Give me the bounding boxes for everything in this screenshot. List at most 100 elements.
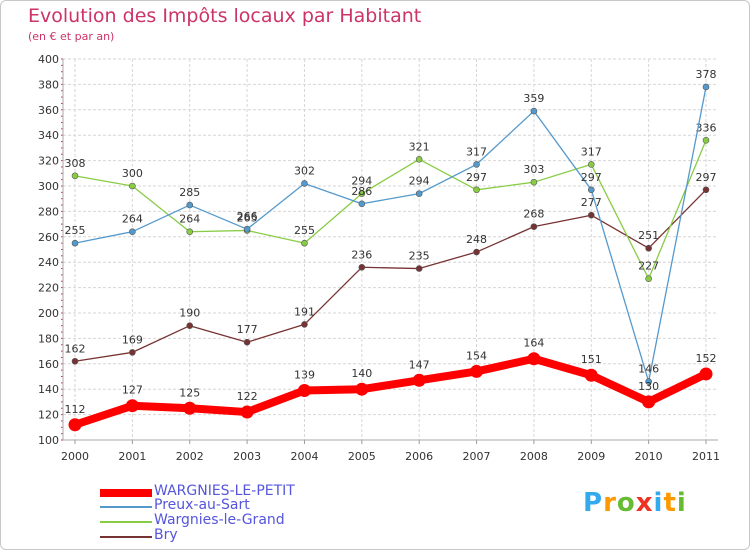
data-point (301, 180, 308, 187)
y-tick-label: 160 (38, 358, 59, 371)
data-label: 147 (409, 358, 430, 371)
y-tick-label: 340 (38, 129, 59, 142)
data-label: 336 (696, 121, 717, 134)
data-label: 300 (122, 167, 143, 180)
data-label: 127 (122, 384, 143, 397)
data-label: 154 (466, 349, 487, 362)
data-label: 277 (581, 196, 602, 209)
data-point (645, 244, 652, 252)
legend-label: Bry (154, 527, 178, 543)
data-point (470, 364, 484, 378)
legend-label: Preux-au-Sart (154, 497, 250, 513)
data-point (699, 367, 713, 381)
data-label: 122 (237, 390, 258, 403)
data-label: 297 (696, 171, 717, 184)
y-tick-label: 120 (38, 409, 59, 422)
legend-swatch (100, 489, 152, 497)
x-tick-label: 2006 (405, 450, 433, 463)
y-tick-label: 200 (38, 307, 59, 320)
data-label: 130 (638, 380, 659, 393)
data-point (584, 368, 598, 382)
data-point (702, 136, 710, 144)
data-label: 255 (65, 224, 86, 237)
data-label: 285 (179, 186, 200, 199)
data-point (530, 107, 538, 115)
y-tick-label: 320 (38, 155, 59, 168)
data-label: 268 (523, 208, 544, 221)
x-tick-label: 2003 (233, 450, 261, 463)
data-label: 359 (523, 92, 544, 105)
data-label: 264 (179, 213, 200, 226)
logo-letter: r (603, 488, 617, 518)
data-label: 140 (351, 367, 372, 380)
data-point (587, 161, 595, 168)
chart-title: Evolution des Impôts locaux par Habitant (28, 5, 422, 27)
data-point (297, 383, 311, 397)
data-point (301, 321, 308, 328)
chart-subtitle: (en € et par an) (28, 30, 115, 43)
data-point (415, 190, 423, 197)
y-tick-label: 300 (38, 180, 59, 193)
y-tick-label: 140 (38, 383, 59, 396)
y-tick-label: 380 (38, 78, 59, 91)
data-point (530, 178, 538, 186)
data-label: 321 (409, 140, 430, 153)
data-label: 146 (638, 363, 659, 376)
data-label: 190 (179, 307, 200, 320)
logo-letter: x (635, 488, 654, 518)
data-point (71, 357, 79, 365)
x-tick-label: 2004 (290, 450, 318, 463)
data-point (702, 186, 710, 194)
data-label: 308 (65, 157, 86, 170)
data-label: 177 (237, 323, 258, 336)
data-label: 169 (122, 333, 143, 346)
logo-letter: t (663, 488, 677, 518)
data-label: 302 (294, 164, 315, 177)
data-label: 294 (409, 175, 430, 188)
data-label: 191 (294, 305, 315, 318)
data-point (473, 248, 480, 256)
data-label: 255 (294, 224, 315, 237)
data-label: 151 (581, 353, 602, 366)
legend-swatch (100, 521, 152, 523)
legend-swatch (100, 506, 152, 508)
data-label: 317 (466, 145, 487, 158)
data-point (645, 378, 652, 385)
legend-label: Wargnies-le-Grand (154, 512, 285, 528)
data-point (129, 228, 136, 236)
data-point (240, 405, 254, 419)
x-tick-label: 2002 (176, 450, 204, 463)
data-point (527, 352, 541, 366)
data-point (587, 211, 595, 219)
series-line-wargnies-le-petit (73, 354, 708, 429)
data-point (186, 201, 194, 209)
data-point (68, 418, 82, 432)
data-label: 139 (294, 368, 315, 381)
data-point (415, 265, 423, 272)
data-point (186, 322, 194, 330)
x-tick-label: 2007 (463, 450, 491, 463)
data-label: 303 (523, 163, 544, 176)
x-tick-label: 2009 (577, 450, 605, 463)
data-point (355, 382, 369, 396)
x-tick-label: 2005 (348, 450, 376, 463)
legend-swatch (100, 536, 152, 538)
data-label: 265 (237, 211, 258, 224)
data-point (243, 225, 251, 233)
data-label: 164 (523, 337, 544, 350)
data-point (412, 373, 426, 387)
y-tick-label: 100 (38, 434, 59, 447)
x-tick-label: 2000 (61, 450, 89, 463)
data-point (415, 156, 423, 163)
logo-letter: P (583, 488, 604, 518)
data-label: 297 (581, 171, 602, 184)
series-line-preux-au-sart (74, 86, 707, 383)
logo-letter: o (616, 488, 636, 518)
y-tick-label: 360 (38, 104, 59, 117)
data-point (125, 399, 139, 413)
data-label: 235 (409, 250, 430, 263)
data-label: 294 (351, 175, 372, 188)
data-label: 236 (351, 248, 372, 261)
data-point (129, 349, 136, 356)
